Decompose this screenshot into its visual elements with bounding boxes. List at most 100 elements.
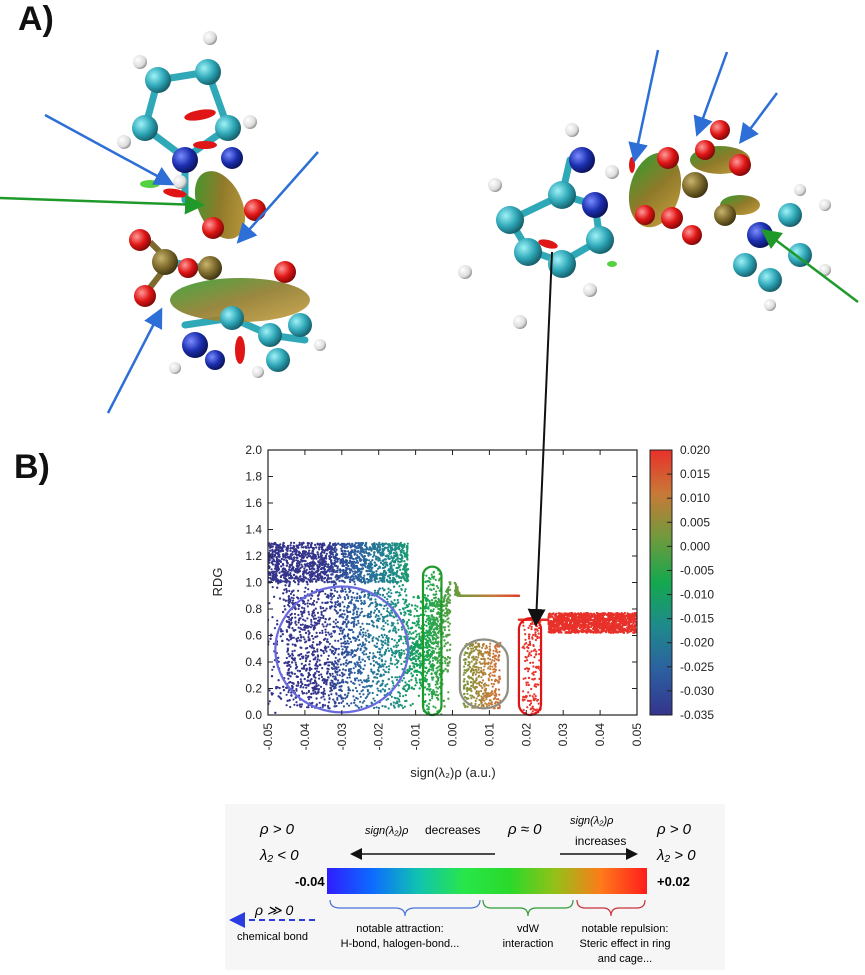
scatter-point: [382, 571, 385, 574]
scatter-point: [438, 654, 441, 657]
scatter-point: [331, 553, 335, 556]
scatter-point: [442, 635, 445, 638]
scatter-point: [293, 612, 297, 616]
scatter-point: [414, 658, 417, 661]
scatter-point: [367, 596, 370, 599]
scatter-point: [393, 599, 396, 602]
scatter-point: [400, 576, 403, 579]
scatter-point: [626, 612, 629, 615]
scatter-point: [623, 611, 627, 615]
scatter-point: [318, 677, 321, 680]
rdg-scatter-chart: -0.05 -0.04 -0.03 -0.02 -0.01 0.00 0.01 0.02 0.0…: [210, 443, 714, 780]
scatter-point: [403, 555, 406, 558]
scatter-point: [283, 558, 286, 561]
scatter-point: [353, 699, 356, 702]
scatter-point: [281, 580, 284, 583]
scatter-point: [365, 648, 368, 651]
scatter-point: [363, 600, 366, 603]
scatter-point: [432, 669, 435, 672]
scatter-point: [432, 608, 435, 611]
scatter-point: [337, 557, 341, 560]
scatter-point: [322, 687, 326, 690]
scatter-point: [352, 695, 355, 698]
scatter-point: [268, 602, 271, 605]
scatter-point: [373, 553, 376, 557]
scatter-point: [328, 570, 331, 573]
scatter-point: [356, 554, 359, 557]
scatter-point: [320, 675, 324, 679]
scatter-point: [410, 678, 413, 681]
scatter-point: [282, 553, 285, 556]
plot-area: [268, 450, 637, 715]
scatter-point: [363, 574, 366, 577]
scatter-point: [356, 647, 360, 650]
scatter-point: [328, 541, 332, 545]
scatter-point: [391, 542, 394, 545]
scatter-point: [304, 603, 307, 606]
scatter-point: [353, 583, 357, 586]
scatter-point: [410, 672, 413, 675]
scatter-point: [434, 683, 437, 686]
scatter-point: [368, 651, 371, 654]
scatter-point: [401, 679, 404, 682]
scatter-point: [424, 674, 427, 677]
scatter-point: [437, 645, 440, 648]
scatter-point: [304, 570, 307, 573]
scatter-point: [273, 627, 276, 630]
scatter-point: [276, 619, 279, 622]
scatter-point: [291, 643, 294, 646]
scatter-point: [414, 604, 417, 607]
scatter-point: [420, 627, 423, 630]
scatter-point: [448, 629, 451, 632]
scatter-point: [308, 549, 311, 552]
scatter-point: [444, 662, 447, 665]
scatter-point: [414, 677, 417, 680]
scatter-point: [389, 579, 392, 582]
scatter-point: [356, 663, 359, 666]
scatter-points: [268, 541, 637, 715]
scatter-point: [386, 607, 389, 610]
scatter-point: [448, 622, 452, 625]
scatter-point: [328, 580, 331, 583]
scatter-point: [347, 642, 350, 645]
scatter-point: [411, 621, 414, 624]
scatter-point: [340, 547, 343, 550]
scatter-point: [370, 566, 373, 569]
scatter-point: [339, 543, 342, 546]
scatter-point: [360, 570, 363, 573]
scatter-point: [375, 547, 379, 550]
scatter-point: [393, 554, 396, 558]
scatter-point: [407, 633, 410, 636]
scatter-point: [279, 543, 282, 546]
scatter-point: [302, 575, 305, 578]
scatter-point: [402, 549, 405, 552]
scatter-point: [323, 551, 326, 554]
scatter-point: [334, 550, 337, 553]
scatter-point: [284, 556, 287, 559]
scatter-point: [295, 559, 298, 562]
scatter-point: [411, 702, 414, 705]
scatter-point: [309, 682, 312, 685]
scatter-point: [325, 552, 328, 555]
scatter-point: [339, 571, 342, 574]
scatter-point: [375, 673, 378, 676]
scatter-point: [392, 564, 396, 567]
scatter-point: [327, 704, 330, 708]
scatter-point: [431, 659, 434, 662]
scatter-point: [435, 686, 438, 689]
scatter-point: [373, 644, 376, 647]
scatter-point: [558, 624, 561, 627]
scatter-point: [334, 656, 337, 659]
scatter-point: [436, 661, 439, 664]
scatter-point: [338, 632, 341, 636]
scatter-point: [307, 578, 310, 581]
scatter-point: [399, 541, 402, 544]
scatter-point: [291, 550, 294, 553]
scatter-point: [300, 563, 303, 566]
scatter-point: [379, 543, 382, 546]
scatter-point: [271, 616, 274, 619]
scatter-point: [290, 556, 293, 559]
scatter-point: [443, 628, 446, 632]
scatter-point: [278, 686, 281, 690]
scatter-point: [397, 644, 400, 647]
